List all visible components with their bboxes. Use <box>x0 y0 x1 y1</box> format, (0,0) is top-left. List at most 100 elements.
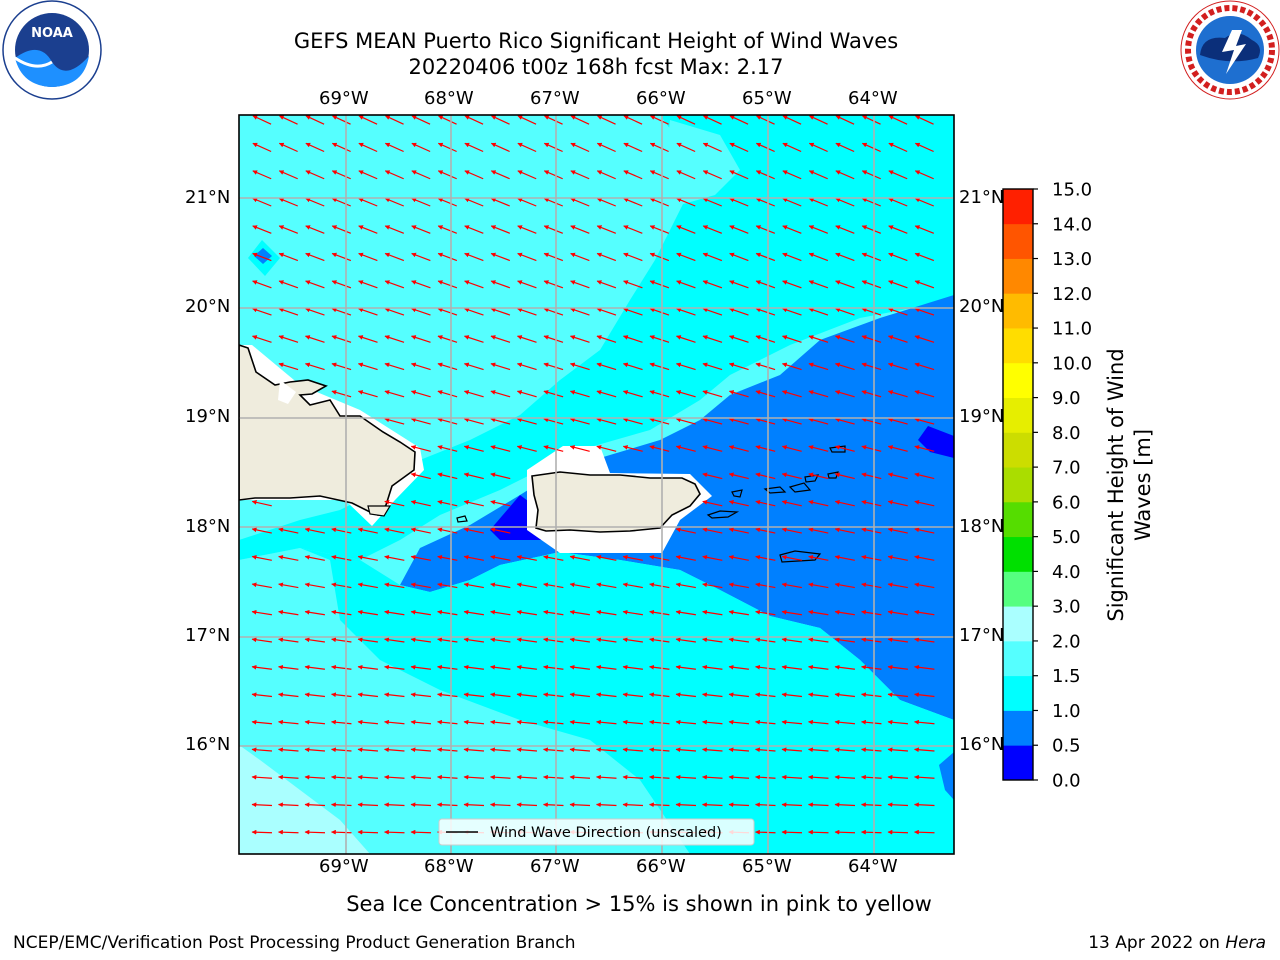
lat-tick-right: 16°N <box>959 734 1005 755</box>
lon-tick-bottom: 69°W <box>319 856 369 877</box>
wave-arrow <box>517 197 537 207</box>
colorbar-cell <box>1003 258 1033 294</box>
wave-arrow <box>808 582 829 589</box>
wave-arrow <box>702 582 723 589</box>
wave-arrow <box>411 170 431 180</box>
wave-arrow <box>887 637 908 643</box>
wave-arrow <box>331 582 352 589</box>
wave-arrow <box>808 362 829 371</box>
wave-arrow <box>410 609 431 616</box>
wave-arrow <box>569 554 590 561</box>
wave-arrow <box>570 170 590 180</box>
wave-arrow <box>782 252 802 262</box>
wave-arrow <box>278 719 299 725</box>
wave-arrow <box>464 115 484 125</box>
wave-arrow <box>491 115 510 125</box>
wave-arrow <box>888 115 908 125</box>
wave-arrow <box>835 170 855 180</box>
wave-arrow <box>675 362 696 371</box>
wave-arrow <box>596 197 616 207</box>
wave-arrow <box>834 637 855 643</box>
wave-arrow <box>411 335 431 343</box>
wave-arrow <box>569 637 590 643</box>
map-legend: Wind Wave Direction (unscaled) <box>438 818 755 846</box>
wave-arrow <box>808 664 829 670</box>
wave-arrow <box>914 802 935 808</box>
wave-arrow <box>304 554 325 561</box>
wave-arrow <box>861 252 882 262</box>
wave-arrow <box>517 280 537 289</box>
wave-arrow <box>728 472 749 480</box>
wave-arrow <box>304 362 325 371</box>
wave-arrow <box>357 664 378 670</box>
wave-arrow <box>834 719 856 725</box>
wave-arrow <box>702 445 723 452</box>
wave-arrow <box>808 142 828 153</box>
wave-arrow <box>676 197 696 207</box>
wave-arrow <box>728 582 749 589</box>
wave-arrow <box>781 719 803 725</box>
wave-arrow <box>304 829 326 835</box>
wave-arrow <box>437 774 458 780</box>
wave-arrow <box>490 802 511 808</box>
wave-arrow <box>914 142 934 153</box>
wave-arrow <box>490 197 510 207</box>
wave-arrow <box>569 445 590 452</box>
wave-arrow <box>755 390 776 398</box>
wave-arrow <box>755 692 776 698</box>
colorbar-label-line2: Waves [m] <box>1131 429 1155 541</box>
wave-arrow <box>437 142 457 153</box>
wave-arrow <box>729 142 749 153</box>
wave-arrow <box>490 747 511 753</box>
wave-arrow <box>675 802 697 808</box>
wave-arrow <box>305 170 325 180</box>
wave-arrow <box>304 527 325 534</box>
colorbar-label-line1: Significant Height of Wind <box>1104 348 1128 621</box>
wave-arrow <box>834 582 855 589</box>
wave-arrow <box>887 747 909 753</box>
wave-arrow <box>622 637 643 643</box>
colorbar-tick-label: 0.5 <box>1052 736 1081 757</box>
wave-arrow <box>781 554 802 561</box>
wave-arrow <box>914 417 935 425</box>
wave-arrow <box>463 362 484 371</box>
wave-arrow <box>808 390 829 398</box>
wave-arrow <box>543 719 564 725</box>
wave-arrow <box>861 280 882 289</box>
wave-arrow <box>649 445 670 452</box>
wave-arrow <box>305 115 325 125</box>
wave-arrow <box>516 582 537 589</box>
wave-arrow <box>834 472 855 480</box>
wave-arrow <box>861 664 882 670</box>
wave-arrow <box>463 692 485 698</box>
wave-arrow <box>649 637 670 643</box>
wave-arrow <box>834 500 855 507</box>
lat-tick-right: 18°N <box>959 516 1005 537</box>
wave-arrow <box>305 335 325 343</box>
wave-arrow <box>410 637 431 643</box>
wave-arrow <box>543 637 564 643</box>
wave-arrow <box>596 225 617 234</box>
lat-tick-left: 21°N <box>185 187 231 208</box>
wave-arrow <box>357 802 379 808</box>
wave-arrow <box>517 225 537 234</box>
wave-arrow <box>437 252 458 262</box>
wave-arrow <box>649 307 670 316</box>
wave-arrow <box>357 390 378 398</box>
wave-arrow <box>543 362 564 371</box>
wave-arrow <box>755 774 776 780</box>
wave-arrow <box>331 609 352 616</box>
lon-tick-top: 64°W <box>848 88 898 109</box>
wave-arrow <box>569 774 591 780</box>
wave-arrow <box>914 719 935 725</box>
wave-arrow <box>834 554 855 561</box>
wave-arrow <box>755 362 776 371</box>
wave-arrow <box>411 225 431 234</box>
wave-arrow <box>675 664 696 670</box>
wave-arrow <box>543 802 564 808</box>
wave-arrow <box>597 115 616 125</box>
wave-arrow <box>649 664 670 670</box>
wave-arrow <box>835 115 855 125</box>
wave-arrow <box>358 142 378 153</box>
colorbar-cell <box>1003 536 1033 572</box>
